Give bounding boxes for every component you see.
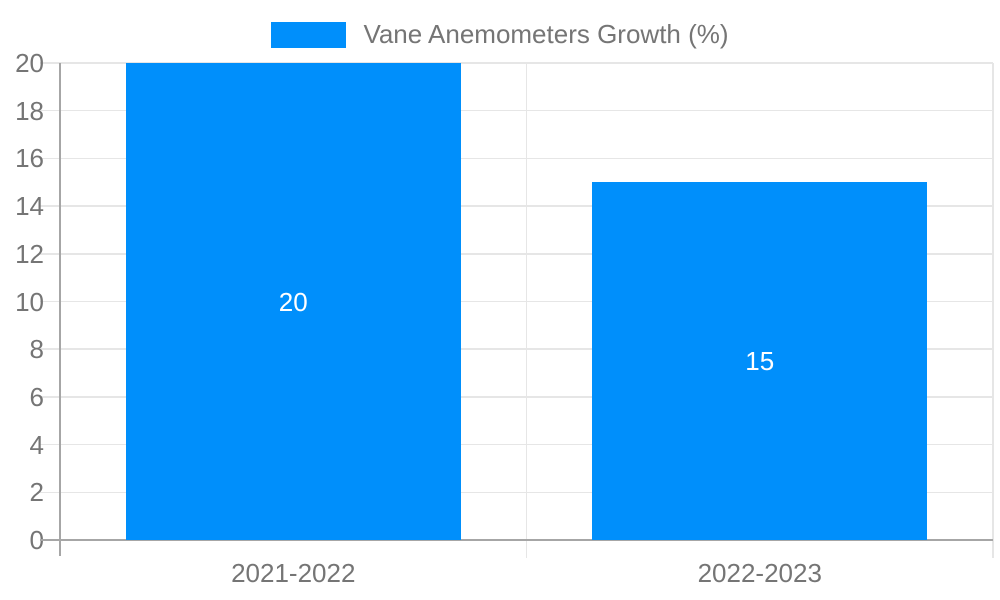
y-gridline: [40, 205, 993, 207]
y-gridline: [40, 157, 993, 160]
y-axis-tick-label: 0: [29, 525, 44, 555]
y-axis-tick-label: 16: [15, 143, 44, 174]
y-axis-line: [59, 63, 61, 556]
legend-item[interactable]: Vane Anemometers Growth (%): [271, 19, 729, 50]
y-axis-tick-label: 12: [15, 238, 44, 269]
y-axis-tick-label: 10: [15, 286, 44, 317]
x-gridline: [525, 63, 527, 558]
x-axis-category-label: 2021-2022: [231, 558, 356, 588]
legend-label: Vane Anemometers Growth (%): [363, 19, 729, 49]
y-gridline: [40, 443, 993, 446]
chart-legend: Vane Anemometers Growth (%): [0, 19, 1000, 50]
y-gridline: [40, 253, 993, 255]
legend-swatch: [271, 21, 347, 48]
y-axis-tick-label: 14: [15, 191, 44, 222]
x-gridline: [992, 63, 994, 558]
y-axis-tick-label: 18: [15, 95, 44, 126]
y-axis-tick-label: 8: [29, 334, 44, 365]
y-gridline: [40, 348, 993, 350]
y-axis-tick-label: 6: [29, 381, 44, 412]
y-gridline: [40, 300, 993, 303]
y-gridline: [40, 396, 993, 398]
y-axis-tick-label: 4: [29, 429, 44, 460]
bar-value-label: 20: [278, 286, 308, 317]
y-gridline: [40, 109, 993, 112]
y-gridline: [40, 62, 993, 64]
y-axis-tick-label: 2: [29, 477, 44, 508]
bar: [592, 182, 928, 540]
y-gridline: [40, 491, 993, 494]
y-axis-tick-label: 20: [15, 48, 44, 78]
bar-value-label: 15: [745, 346, 775, 377]
x-axis-category-label: 2022-2023: [697, 558, 822, 588]
bar: [125, 63, 461, 540]
x-axis-line: [40, 539, 993, 541]
